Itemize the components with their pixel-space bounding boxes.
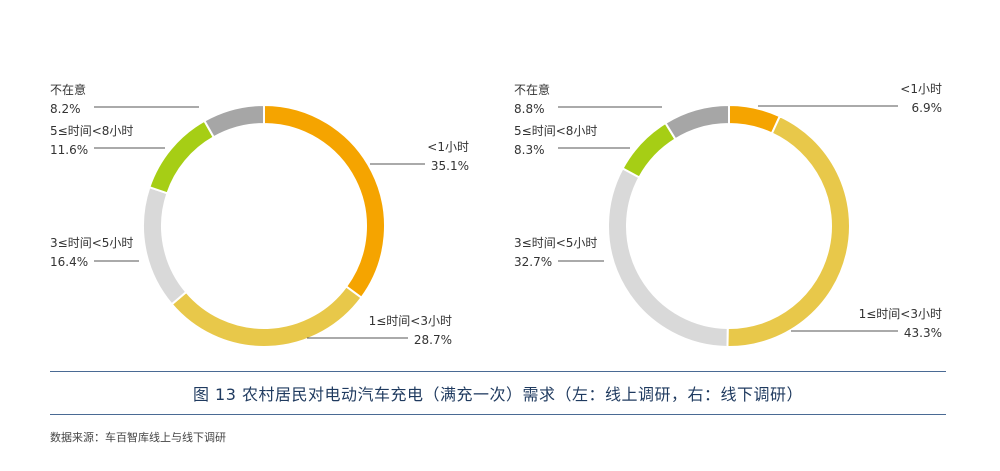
slice-value-1-1: 43.3% [904, 326, 942, 340]
source-note: 数据来源：车百智库线上与线下调研 [50, 431, 226, 444]
donut-slice-0-0 [263, 103, 386, 300]
donut-charts: <1小时 35.1% 1≤时间<3小时 28.7% 3≤时间<5小时 16.4% 5≤时间<… [50, 82, 943, 349]
donut-slice-1-3 [621, 121, 677, 179]
slice-value-0-4: 8.2% [50, 102, 81, 116]
slice-value-0-1: 28.7% [414, 333, 452, 347]
donut-slice-1-0 [728, 103, 782, 135]
slice-label-1-1: 1≤时间<3小时 [859, 307, 942, 321]
donut-slice-1-2 [607, 167, 729, 349]
slice-label-1-3: 5≤时间<8小时 [514, 124, 597, 138]
donut-slice-1-1 [726, 114, 851, 348]
figure-caption: 图 13 农村居民对电动汽车充电（满充一次）需求（左：线上调研，右：线下调研） [192, 385, 804, 404]
donut-slice-0-3 [148, 119, 216, 195]
slice-value-1-3: 8.3% [514, 143, 545, 157]
slice-label-1-0: <1小时 [900, 82, 942, 96]
slice-value-1-0: 6.9% [912, 101, 943, 115]
slice-label-0-4: 不在意 [50, 82, 86, 97]
donut-slice-0-4 [203, 103, 265, 139]
slice-label-1-2: 3≤时间<5小时 [514, 236, 597, 250]
donut-slice-0-2 [142, 185, 188, 306]
slice-value-0-3: 11.6% [50, 143, 88, 157]
slice-label-0-2: 3≤时间<5小时 [50, 236, 133, 250]
caption-box: 图 13 农村居民对电动汽车充电（满充一次）需求（左：线上调研，右：线下调研） [50, 371, 946, 415]
slice-value-0-2: 16.4% [50, 255, 88, 269]
slice-label-1-4: 不在意 [514, 82, 550, 97]
donut-slice-1-4 [664, 103, 730, 141]
slice-label-0-1: 1≤时间<3小时 [369, 314, 452, 328]
slice-value-1-2: 32.7% [514, 255, 552, 269]
slice-label-0-3: 5≤时间<8小时 [50, 124, 133, 138]
slice-value-0-0: 35.1% [431, 159, 469, 173]
slice-label-0-0: <1小时 [427, 140, 469, 154]
slice-value-1-4: 8.8% [514, 102, 545, 116]
